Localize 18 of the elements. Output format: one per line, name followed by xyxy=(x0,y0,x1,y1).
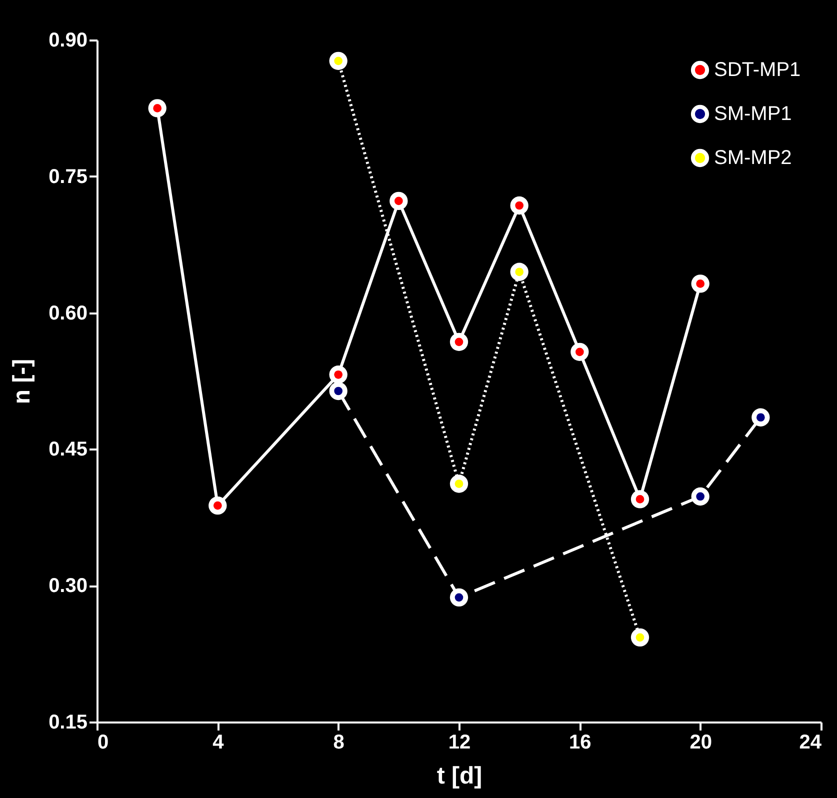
legend-label: SDT-MP1 xyxy=(714,59,801,81)
y-tick-label: 0.60 xyxy=(48,302,88,324)
legend-label: SM-MP1 xyxy=(714,103,792,125)
y-tick-label: 0.90 xyxy=(48,30,88,52)
x-tick-label: 0 xyxy=(98,732,109,754)
x-tick-label: 8 xyxy=(333,732,344,754)
y-tick-label: 0.75 xyxy=(48,166,88,188)
y-tick-label: 0.15 xyxy=(48,712,88,734)
x-tick-label: 20 xyxy=(690,732,712,754)
legend-label: SM-MP2 xyxy=(714,147,792,169)
y-tick-label: 0.30 xyxy=(48,575,88,598)
x-tick-label: 4 xyxy=(212,732,225,754)
y-tick-label: 0.45 xyxy=(48,438,88,461)
x-tick-label: 24 xyxy=(799,732,822,754)
x-tick-label: 16 xyxy=(569,732,592,754)
x-tick-label: 12 xyxy=(448,732,471,754)
y-axis-title: n [-] xyxy=(8,358,36,404)
x-axis-title: t [d] xyxy=(436,762,482,790)
